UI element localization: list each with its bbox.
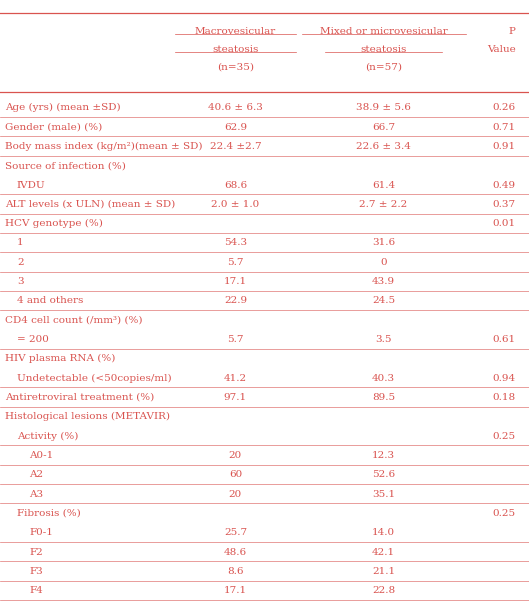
Text: 0.25: 0.25 xyxy=(492,509,516,518)
Text: Fibrosis (%): Fibrosis (%) xyxy=(17,509,81,518)
Text: 62.9: 62.9 xyxy=(224,122,247,131)
Text: 35.1: 35.1 xyxy=(372,490,395,499)
Text: 97.1: 97.1 xyxy=(224,393,247,402)
Text: HCV genotype (%): HCV genotype (%) xyxy=(5,219,103,228)
Text: 0.61: 0.61 xyxy=(492,335,516,344)
Text: Activity (%): Activity (%) xyxy=(17,432,78,441)
Text: 22.6 ± 3.4: 22.6 ± 3.4 xyxy=(356,142,411,151)
Text: 0.18: 0.18 xyxy=(492,393,516,402)
Text: 60: 60 xyxy=(229,470,242,479)
Text: 12.3: 12.3 xyxy=(372,451,395,460)
Text: 0.37: 0.37 xyxy=(492,200,516,209)
Text: (n=57): (n=57) xyxy=(365,63,402,72)
Text: 14.0: 14.0 xyxy=(372,528,395,537)
Text: Histological lesions (METAVIR): Histological lesions (METAVIR) xyxy=(5,412,170,421)
Text: steatosis: steatosis xyxy=(212,45,259,54)
Text: 21.1: 21.1 xyxy=(372,567,395,576)
Text: 54.3: 54.3 xyxy=(224,238,247,247)
Text: 2.0 ± 1.0: 2.0 ± 1.0 xyxy=(211,200,260,209)
Text: 1: 1 xyxy=(17,238,24,247)
Text: IVDU: IVDU xyxy=(17,180,45,189)
Text: 3.5: 3.5 xyxy=(375,335,392,344)
Text: 38.9 ± 5.6: 38.9 ± 5.6 xyxy=(356,103,411,112)
Text: 0.49: 0.49 xyxy=(492,180,516,189)
Text: Value: Value xyxy=(487,45,516,54)
Text: 5.7: 5.7 xyxy=(227,258,244,267)
Text: (n=35): (n=35) xyxy=(217,63,254,72)
Text: 2.7 ± 2.2: 2.7 ± 2.2 xyxy=(359,200,408,209)
Text: 0: 0 xyxy=(380,258,387,267)
Text: 17.1: 17.1 xyxy=(224,277,247,286)
Text: 24.5: 24.5 xyxy=(372,297,395,306)
Text: 0.94: 0.94 xyxy=(492,374,516,383)
Text: Source of infection (%): Source of infection (%) xyxy=(5,161,126,170)
Text: 40.6 ± 6.3: 40.6 ± 6.3 xyxy=(208,103,263,112)
Text: 48.6: 48.6 xyxy=(224,548,247,557)
Text: HIV plasma RNA (%): HIV plasma RNA (%) xyxy=(5,355,116,364)
Text: 41.2: 41.2 xyxy=(224,374,247,383)
Text: Undetectable (<50copies/ml): Undetectable (<50copies/ml) xyxy=(17,374,171,383)
Text: 2: 2 xyxy=(17,258,24,267)
Text: 22.8: 22.8 xyxy=(372,586,395,595)
Text: 4 and others: 4 and others xyxy=(17,297,83,306)
Text: Mixed or microvesicular: Mixed or microvesicular xyxy=(320,27,448,36)
Text: Macrovesicular: Macrovesicular xyxy=(195,27,276,36)
Text: 89.5: 89.5 xyxy=(372,393,395,402)
Text: A2: A2 xyxy=(29,470,43,479)
Text: ALT levels (x ULN) (mean ± SD): ALT levels (x ULN) (mean ± SD) xyxy=(5,200,176,209)
Text: 0.26: 0.26 xyxy=(492,103,516,112)
Text: 8.6: 8.6 xyxy=(227,567,244,576)
Text: Antiretroviral treatment (%): Antiretroviral treatment (%) xyxy=(5,393,154,402)
Text: 0.71: 0.71 xyxy=(492,122,516,131)
Text: Age (yrs) (mean ±SD): Age (yrs) (mean ±SD) xyxy=(5,103,121,112)
Text: F0-1: F0-1 xyxy=(29,528,53,537)
Text: F2: F2 xyxy=(29,548,43,557)
Text: 22.4 ±2.7: 22.4 ±2.7 xyxy=(209,142,261,151)
Text: 43.9: 43.9 xyxy=(372,277,395,286)
Text: 66.7: 66.7 xyxy=(372,122,395,131)
Text: 0.91: 0.91 xyxy=(492,142,516,151)
Text: 40.3: 40.3 xyxy=(372,374,395,383)
Text: 68.6: 68.6 xyxy=(224,180,247,189)
Text: F4: F4 xyxy=(29,586,43,595)
Text: = 200: = 200 xyxy=(17,335,49,344)
Text: A3: A3 xyxy=(29,490,43,499)
Text: Body mass index (kg/m²)(mean ± SD): Body mass index (kg/m²)(mean ± SD) xyxy=(5,142,203,151)
Text: 52.6: 52.6 xyxy=(372,470,395,479)
Text: 0.01: 0.01 xyxy=(492,219,516,228)
Text: 25.7: 25.7 xyxy=(224,528,247,537)
Text: 31.6: 31.6 xyxy=(372,238,395,247)
Text: 5.7: 5.7 xyxy=(227,335,244,344)
Text: P: P xyxy=(509,27,516,36)
Text: 3: 3 xyxy=(17,277,24,286)
Text: A0-1: A0-1 xyxy=(29,451,53,460)
Text: 42.1: 42.1 xyxy=(372,548,395,557)
Text: 17.1: 17.1 xyxy=(224,586,247,595)
Text: steatosis: steatosis xyxy=(360,45,407,54)
Text: 0.25: 0.25 xyxy=(492,432,516,441)
Text: 20: 20 xyxy=(229,451,242,460)
Text: F3: F3 xyxy=(29,567,43,576)
Text: Gender (male) (%): Gender (male) (%) xyxy=(5,122,103,131)
Text: 61.4: 61.4 xyxy=(372,180,395,189)
Text: CD4 cell count (/mm³) (%): CD4 cell count (/mm³) (%) xyxy=(5,316,143,325)
Text: 20: 20 xyxy=(229,490,242,499)
Text: 22.9: 22.9 xyxy=(224,297,247,306)
